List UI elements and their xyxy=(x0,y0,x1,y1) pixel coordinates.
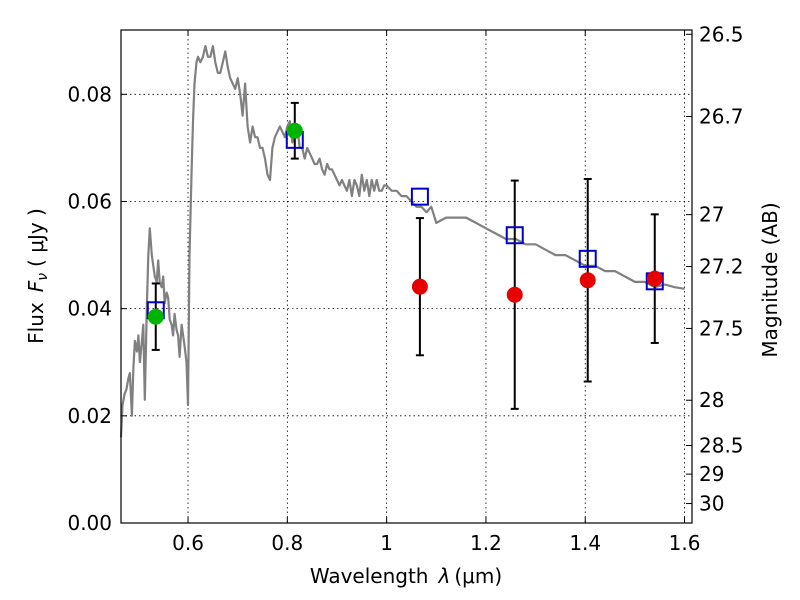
y-tick-label: 0.04 xyxy=(67,297,112,321)
x-axis-title: Wavelength λ (μm) xyxy=(310,564,502,588)
x-tick-label: 1.6 xyxy=(669,531,701,555)
y2-tick-label: 29 xyxy=(699,462,724,486)
grid-lines xyxy=(121,30,692,523)
y2-tick-label: 26.7 xyxy=(699,105,744,129)
y2-tick-label: 27.2 xyxy=(699,255,744,279)
y-tick-label: 0.06 xyxy=(67,189,112,213)
error-bars-layer xyxy=(151,101,659,410)
plot-frame xyxy=(120,29,693,524)
y-tick-label: 0.00 xyxy=(67,511,112,535)
axis-ticks: 0.6 0.8 1 1.2 1.4 1.6 0.00 0.02 0.04 0.06 0.08 26.5… xyxy=(67,22,743,555)
x-tick-label: 1.4 xyxy=(569,531,601,555)
data-points-layer xyxy=(146,122,664,325)
observed-nir-point xyxy=(646,270,663,287)
model-photometry-point xyxy=(410,187,429,206)
y2-tick-label: 28.5 xyxy=(699,434,744,458)
y2-axis-title: Magnitude (AB) xyxy=(758,202,782,357)
y2-tick-label: 28 xyxy=(699,388,724,412)
observed-nir-point xyxy=(506,286,523,303)
y-tick-label: 0.08 xyxy=(67,82,112,106)
x-tick-label: 0.6 xyxy=(172,531,204,555)
x-tick-label: 1.2 xyxy=(470,531,502,555)
y-axis-title: FluxFν( μJy ) xyxy=(24,208,51,344)
x-tick-label: 1 xyxy=(380,531,393,555)
observed-optical-point xyxy=(147,308,164,325)
model-photometry-point xyxy=(578,249,597,268)
model-sed-layer xyxy=(119,45,685,438)
model-photometry-point xyxy=(505,226,524,245)
y2-tick-label: 30 xyxy=(699,492,724,516)
y2-tick-label: 27.5 xyxy=(699,316,744,340)
y2-tick-label: 27 xyxy=(699,203,724,227)
y-tick-label: 0.02 xyxy=(67,404,112,428)
observed-nir-point xyxy=(579,272,596,289)
model-sed-line xyxy=(119,45,685,438)
x-tick-label: 0.8 xyxy=(271,531,303,555)
observed-optical-point xyxy=(286,122,303,139)
y2-tick-label: 26.5 xyxy=(699,22,744,46)
observed-nir-point xyxy=(411,278,428,295)
